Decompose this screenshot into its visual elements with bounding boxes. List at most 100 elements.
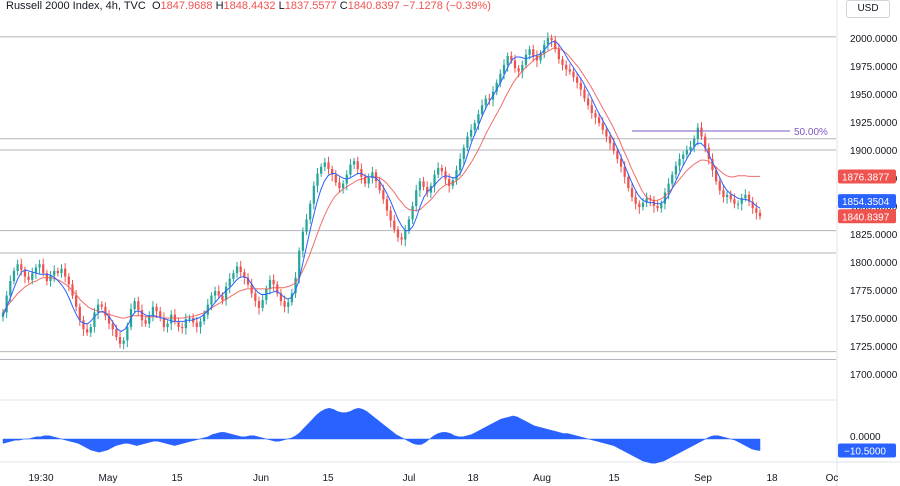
close-value: 1840.8397 bbox=[347, 0, 400, 12]
price-tag-label: 1876.3877 bbox=[842, 172, 890, 183]
candle-body bbox=[356, 161, 359, 170]
candle-body bbox=[704, 136, 707, 148]
candle-body bbox=[159, 311, 162, 318]
slow-moving-average-line bbox=[2, 47, 760, 319]
currency-button[interactable]: USD bbox=[846, 0, 890, 18]
candle-body bbox=[203, 314, 206, 322]
candle-body bbox=[740, 198, 743, 204]
candle-body bbox=[674, 165, 678, 175]
candle-body bbox=[206, 304, 209, 315]
candle-body bbox=[148, 315, 151, 324]
candle-body bbox=[641, 202, 645, 208]
x-tick-label: 15 bbox=[171, 473, 183, 484]
candle-body bbox=[334, 174, 337, 183]
candle-body bbox=[550, 38, 553, 41]
x-tick-label: 15 bbox=[322, 473, 334, 484]
y-tick-label: 1725.0000 bbox=[850, 342, 898, 353]
candle-body bbox=[689, 146, 692, 150]
candle-body bbox=[528, 49, 531, 55]
candle-body bbox=[272, 279, 275, 285]
candle-body bbox=[268, 279, 272, 289]
candle-body bbox=[363, 176, 367, 184]
candle-body bbox=[572, 71, 575, 78]
candle-body bbox=[502, 64, 506, 74]
y-tick-label: 1925.0000 bbox=[850, 118, 898, 129]
candle-body bbox=[228, 278, 231, 287]
price-tag-label: 1854.3504 bbox=[842, 197, 890, 208]
candle-body bbox=[60, 268, 63, 274]
open-label: O bbox=[151, 0, 161, 12]
fib-level-label: 50.00% bbox=[794, 127, 828, 138]
y-tick-label: 1700.0000 bbox=[850, 370, 898, 381]
candle-body bbox=[64, 268, 67, 277]
candle-body bbox=[385, 199, 389, 211]
candle-body bbox=[718, 181, 721, 191]
candle-body bbox=[418, 181, 422, 191]
candle-body bbox=[89, 326, 92, 333]
candle-body bbox=[316, 173, 319, 186]
y-tick-label: 1975.0000 bbox=[850, 62, 898, 73]
candle-body bbox=[645, 198, 648, 203]
candle-body bbox=[371, 172, 374, 178]
candle-body bbox=[382, 190, 385, 200]
candle-body bbox=[122, 340, 125, 344]
candle-body bbox=[283, 301, 286, 307]
candle-body bbox=[232, 273, 235, 279]
candle-body bbox=[513, 60, 517, 69]
candle-body bbox=[151, 306, 155, 316]
candle-body bbox=[352, 161, 356, 165]
candle-body bbox=[85, 329, 89, 333]
oscillator-value-tag bbox=[838, 443, 896, 458]
candle-body bbox=[576, 77, 579, 83]
candle-body bbox=[400, 237, 403, 240]
candle-body bbox=[360, 169, 363, 177]
candle-body bbox=[495, 82, 498, 92]
y-tick-label: 1750.0000 bbox=[850, 314, 898, 325]
candle-body bbox=[736, 203, 740, 205]
candle-body bbox=[118, 337, 122, 344]
candle-body bbox=[210, 295, 213, 305]
candle-body bbox=[82, 320, 85, 330]
candle-body bbox=[437, 167, 440, 175]
candle-body bbox=[714, 170, 718, 182]
candle-body bbox=[619, 158, 623, 167]
candle-body bbox=[199, 321, 202, 327]
candle-body bbox=[623, 166, 626, 177]
y-tick-label: 1775.0000 bbox=[850, 286, 898, 297]
candle-body bbox=[663, 192, 667, 204]
candle-body bbox=[594, 113, 597, 118]
candle-body bbox=[34, 267, 38, 274]
candle-body bbox=[327, 162, 330, 170]
candle-body bbox=[725, 194, 729, 198]
candle-body bbox=[565, 64, 568, 70]
candle-body bbox=[330, 169, 334, 175]
candle-body bbox=[56, 270, 59, 274]
candle-body bbox=[243, 272, 246, 278]
candle-body bbox=[100, 304, 103, 307]
candle-body bbox=[484, 98, 487, 106]
candle-body bbox=[367, 178, 370, 184]
change-value: −7.1278 (−0.39%) bbox=[402, 0, 491, 12]
candle-body bbox=[678, 158, 681, 166]
candle-body bbox=[53, 270, 56, 276]
candle-body bbox=[506, 55, 509, 65]
candle-body bbox=[517, 68, 520, 72]
oscillator-zero-label: 0.0000 bbox=[850, 432, 881, 443]
candle-body bbox=[755, 208, 758, 213]
candle-body bbox=[349, 164, 352, 175]
candle-body bbox=[137, 301, 140, 311]
candle-body bbox=[195, 322, 198, 327]
candle-body bbox=[188, 318, 191, 320]
candle-body bbox=[290, 293, 294, 303]
candle-body bbox=[590, 105, 593, 114]
candle-body bbox=[104, 306, 107, 316]
candle-body bbox=[729, 194, 732, 200]
candle-body bbox=[422, 181, 425, 187]
candle-body bbox=[455, 170, 458, 181]
price-tag bbox=[838, 169, 896, 184]
candle-body bbox=[221, 295, 224, 301]
y-tick-label: 1825.0000 bbox=[850, 230, 898, 241]
candle-body bbox=[583, 89, 586, 99]
